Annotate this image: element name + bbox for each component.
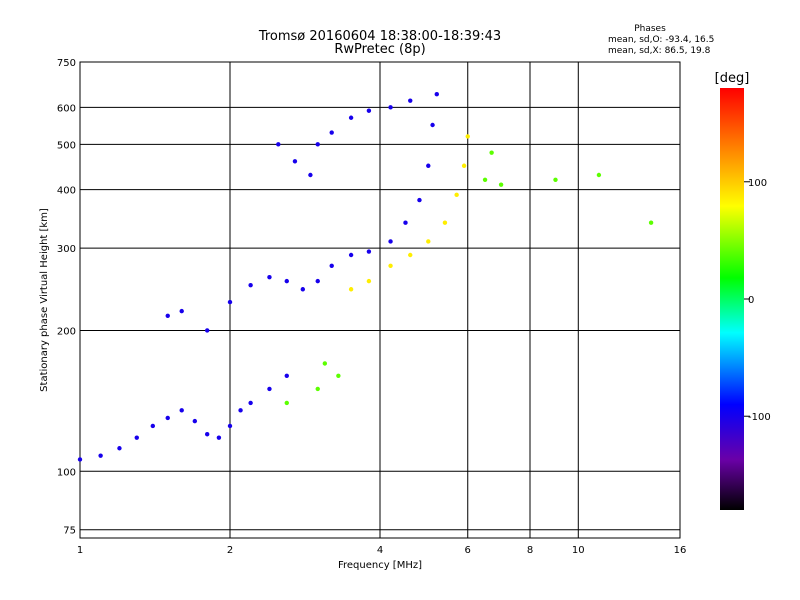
x-tick-label: 8 <box>527 545 533 556</box>
echo-point <box>276 142 281 147</box>
echo-point <box>248 400 253 406</box>
echo-point <box>434 92 439 97</box>
stats-heading: Phases <box>634 24 666 34</box>
echo-point <box>454 192 459 198</box>
y-axis-ticks: 75 100 200 300 400 500 600 750 <box>57 58 76 537</box>
echo-point <box>329 263 334 268</box>
data-points <box>77 92 654 462</box>
colorbar <box>720 88 744 510</box>
echo-point <box>204 328 210 333</box>
echo-point <box>315 386 320 392</box>
echo-point <box>150 423 156 429</box>
echo-point <box>315 142 320 147</box>
y-tick-label: 500 <box>57 140 76 151</box>
y-tick-label: 750 <box>57 58 76 69</box>
x-axis-label: Frequency [MHz] <box>338 560 422 571</box>
y-tick-label: 75 <box>63 526 76 537</box>
colorbar-label: [deg] <box>715 71 750 86</box>
echo-point <box>292 159 298 164</box>
echo-point <box>267 386 272 392</box>
echo-point <box>284 400 289 406</box>
echo-point <box>417 197 422 203</box>
y-tick-label: 400 <box>57 186 76 197</box>
echo-point <box>300 287 306 292</box>
echo-point <box>308 172 313 178</box>
colorbar-tick-label: 0 <box>748 295 754 306</box>
x-tick-label: 4 <box>377 545 383 556</box>
x-tick-label: 2 <box>227 545 233 556</box>
echo-point <box>284 373 289 379</box>
echo-point <box>366 249 372 254</box>
echo-point <box>408 98 413 103</box>
echo-point <box>315 278 320 284</box>
echo-point <box>165 415 170 421</box>
echo-point <box>284 278 289 284</box>
x-tick-label: 1 <box>77 545 83 556</box>
echo-point <box>322 361 328 366</box>
echo-point <box>498 182 504 187</box>
echo-point <box>648 220 654 225</box>
echo-point <box>489 150 494 155</box>
chart-title: Tromsø 20160604 18:38:00-18:39:43 <box>258 29 501 44</box>
echo-point <box>482 177 488 182</box>
echo-point <box>553 177 558 182</box>
echo-point <box>98 453 103 458</box>
echo-point <box>165 313 170 318</box>
echo-point <box>348 287 354 292</box>
echo-point <box>179 408 184 413</box>
echo-point <box>329 130 334 135</box>
echo-point <box>426 239 431 244</box>
echo-point <box>238 408 243 413</box>
echo-point <box>388 239 393 244</box>
y-tick-label: 100 <box>57 467 76 478</box>
grid-lines <box>80 62 680 538</box>
echo-point <box>408 252 413 258</box>
echo-point <box>179 308 184 314</box>
stats-line-o: mean, sd,O: -93.4, 16.5 <box>608 35 714 45</box>
x-tick-label: 10 <box>572 545 585 556</box>
echo-point <box>227 299 233 305</box>
echo-point <box>348 252 354 258</box>
echo-point <box>388 263 393 268</box>
echo-point <box>403 220 408 225</box>
echo-point <box>442 220 448 225</box>
echo-point <box>430 122 435 128</box>
x-tick-label: 6 <box>465 545 471 556</box>
y-axis-label: Stationary phase Virtual Height [km] <box>39 208 50 392</box>
echo-point <box>77 457 83 462</box>
echo-point <box>204 432 210 437</box>
echo-point <box>366 278 372 284</box>
x-tick-label: 16 <box>674 545 687 556</box>
echo-point <box>216 435 222 440</box>
echo-point <box>134 435 139 440</box>
colorbar-ticks: 100 0 -100 <box>744 178 771 423</box>
echo-point <box>461 163 467 168</box>
echo-point <box>267 274 272 280</box>
echo-point <box>426 163 431 168</box>
echo-point <box>227 423 233 429</box>
colorbar-tick-label: -100 <box>748 412 771 423</box>
y-tick-label: 200 <box>57 326 76 337</box>
colorbar-tick-label: 100 <box>748 178 767 189</box>
echo-point <box>348 115 354 120</box>
echo-point <box>248 282 253 288</box>
echo-point <box>596 172 602 178</box>
echo-point <box>336 373 341 379</box>
y-tick-label: 600 <box>57 103 76 114</box>
y-tick-label: 300 <box>57 244 76 255</box>
echo-point <box>192 418 198 424</box>
echo-point <box>117 446 122 451</box>
stats-line-x: mean, sd,X: 86.5, 19.8 <box>608 46 711 56</box>
echo-point <box>366 108 372 113</box>
echo-point <box>465 134 470 139</box>
echo-point <box>388 105 393 110</box>
chart-subtitle: RwPretec (8p) <box>334 42 425 57</box>
x-axis-ticks: 1 2 4 6 8 10 16 <box>77 545 687 556</box>
